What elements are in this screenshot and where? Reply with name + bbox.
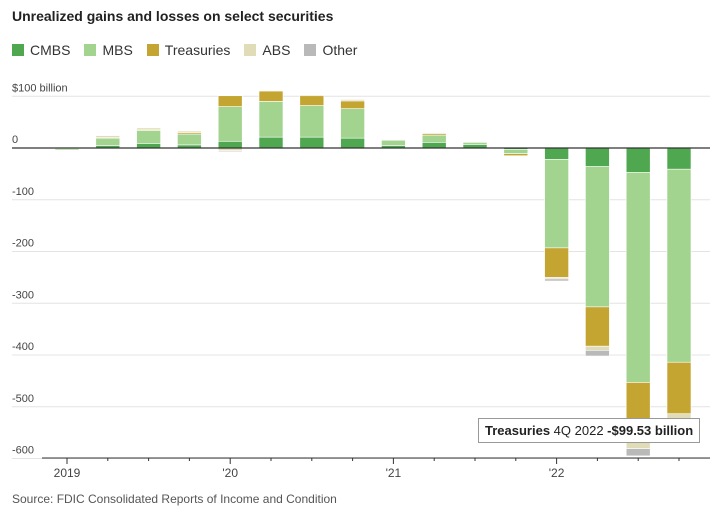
bar-segment[interactable] xyxy=(54,150,80,152)
bar-segment[interactable] xyxy=(95,134,121,136)
bar-segment[interactable] xyxy=(462,142,488,145)
bar-segment[interactable] xyxy=(299,136,325,149)
bar-segment[interactable] xyxy=(421,142,447,149)
bar-segment[interactable] xyxy=(258,101,284,138)
bar-segment[interactable] xyxy=(625,172,651,383)
legend-swatch-abs xyxy=(244,44,257,56)
chart-title: Unrealized gains and losses on select se… xyxy=(12,8,334,24)
bar-segment[interactable] xyxy=(136,143,161,149)
bar-segment[interactable] xyxy=(585,345,610,351)
y-tick-label: $100 billion xyxy=(12,82,68,94)
bar-segment[interactable] xyxy=(666,168,692,363)
x-tick-label: '22 xyxy=(549,466,565,480)
bar-segment[interactable] xyxy=(258,90,284,102)
bar-segment[interactable] xyxy=(585,306,610,347)
tooltip-series: Treasuries xyxy=(485,423,551,438)
bar-segment[interactable] xyxy=(544,147,569,160)
y-tick-label: 0 xyxy=(12,134,18,146)
bar-segment[interactable] xyxy=(95,137,121,146)
bar-segment[interactable] xyxy=(299,93,325,95)
legend-swatch-other xyxy=(304,44,317,56)
y-tick-label: -200 xyxy=(12,238,34,250)
y-tick-label: -400 xyxy=(12,341,34,353)
bar-segment[interactable] xyxy=(340,98,365,100)
tooltip-period: 4Q 2022 xyxy=(553,423,604,438)
bar-segment[interactable] xyxy=(544,247,569,278)
x-tick-label: 2019 xyxy=(54,466,81,480)
source-note: Source: FDIC Consolidated Reports of Inc… xyxy=(12,492,337,506)
bar-segment[interactable] xyxy=(299,95,325,106)
bar-segment[interactable] xyxy=(136,127,161,129)
legend-label-abs: ABS xyxy=(262,42,291,58)
bar-segment[interactable] xyxy=(340,108,365,139)
bar-segment[interactable] xyxy=(503,149,529,154)
bar-segment[interactable] xyxy=(503,155,529,157)
bar-segment[interactable] xyxy=(503,153,529,157)
legend-swatch-treasuries xyxy=(146,44,159,56)
legend-item-abs[interactable]: ABS xyxy=(244,42,290,58)
bar-segment[interactable] xyxy=(217,95,243,107)
legend-label-other: Other xyxy=(322,42,358,58)
legend-item-cmbs[interactable]: CMBS xyxy=(12,42,70,58)
bar-segment[interactable] xyxy=(177,133,202,146)
x-tick-label: '21 xyxy=(386,466,402,480)
bar-segment[interactable] xyxy=(217,150,243,152)
bar-segment[interactable] xyxy=(544,278,569,282)
bar-segment[interactable] xyxy=(625,448,651,457)
bar-segment[interactable] xyxy=(544,159,569,249)
tooltip: Treasuries 4Q 2022 -$99.53 billion xyxy=(478,418,701,443)
y-tick-label: -100 xyxy=(12,186,34,198)
bar-segment[interactable] xyxy=(421,134,447,143)
legend-label-cmbs: CMBS xyxy=(30,42,71,58)
legend-item-mbs[interactable]: MBS xyxy=(84,42,133,58)
legend-swatch-cmbs xyxy=(12,44,24,56)
y-tick-label: -500 xyxy=(12,393,34,405)
legend-label-treasuries: Treasuries xyxy=(164,42,231,58)
bar-segment[interactable] xyxy=(95,135,121,138)
bar-segment[interactable] xyxy=(381,139,406,146)
bar-segment[interactable] xyxy=(585,166,610,308)
bar-segment[interactable] xyxy=(177,130,202,132)
legend-label-mbs: MBS xyxy=(102,42,133,58)
y-tick-label: -300 xyxy=(12,289,34,301)
bar-segment[interactable] xyxy=(585,147,610,167)
bar-segment[interactable] xyxy=(462,141,488,143)
bar-segment[interactable] xyxy=(217,106,243,142)
legend-swatch-mbs xyxy=(84,44,97,56)
legend-item-other[interactable]: Other xyxy=(304,42,357,58)
bar-segment[interactable] xyxy=(340,137,365,149)
x-tick-label: '20 xyxy=(222,466,238,480)
bar-segment[interactable] xyxy=(299,105,325,138)
tooltip-value: -$99.53 billion xyxy=(607,423,694,438)
legend: CMBS MBS Treasuries ABS Other xyxy=(12,42,371,58)
bar-segment[interactable] xyxy=(136,130,161,144)
bar-segment[interactable] xyxy=(625,147,651,173)
bar-segment[interactable] xyxy=(258,136,284,149)
bar-segment[interactable] xyxy=(340,100,365,109)
bar-segment[interactable] xyxy=(421,131,447,133)
bar-segment[interactable] xyxy=(625,442,651,449)
y-tick-label: -600 xyxy=(12,445,34,457)
bar-segment[interactable] xyxy=(585,350,610,357)
bar-segment[interactable] xyxy=(666,361,692,415)
bar-segment[interactable] xyxy=(217,140,243,149)
bar-segment[interactable] xyxy=(666,147,692,170)
legend-item-treasuries[interactable]: Treasuries xyxy=(146,42,231,58)
